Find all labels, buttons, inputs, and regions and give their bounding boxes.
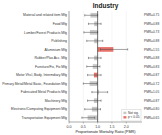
grid-line	[97, 11, 98, 122]
x-axis	[69, 122, 142, 123]
tick-label: 1.5	[109, 125, 114, 129]
data-label: PMR=0.65	[144, 116, 159, 120]
grid-line	[126, 11, 127, 122]
category-label: Transportation Equipment Mfg	[22, 116, 68, 120]
chart: Material and related item Mfg Food Mfg Lum…	[0, 0, 162, 135]
category-label: Motor Vhcl, Body, Intermdiary Mfg	[16, 73, 67, 77]
error-bar	[100, 48, 127, 50]
grid	[69, 11, 126, 122]
y-axis	[69, 11, 70, 122]
legend-swatch	[123, 116, 126, 118]
data-label: PMR=0.87	[144, 99, 159, 103]
tick-mark	[69, 122, 70, 124]
legend-swatch	[123, 112, 126, 114]
legend: Not sig.p < 0.05	[122, 109, 141, 121]
data-label: PMR=0.87	[144, 73, 159, 77]
category-label: Machinery Mfg	[45, 99, 67, 103]
category-label: Primary Metal/Metal Basic, Foundation Mf…	[2, 82, 67, 86]
category-label: Publishing	[51, 39, 67, 43]
data-label: PMR=0.73	[144, 30, 159, 34]
error-bar	[87, 40, 103, 42]
error-bar	[84, 31, 98, 33]
grid-line	[69, 11, 70, 122]
title: Industry	[93, 2, 119, 10]
data-label: PMR=0.72	[144, 82, 159, 86]
data-label: PMR=0.88	[144, 22, 159, 26]
reference-line	[97, 11, 98, 122]
tick-mark	[126, 122, 127, 124]
category-label: Fabricated Metal Products Mfg	[21, 90, 67, 94]
category-label: Aluminium Mfg	[45, 48, 68, 52]
tick-mark	[111, 122, 112, 124]
data-label: PMR=1.55	[144, 48, 159, 52]
legend-label: p < 0.05	[128, 115, 140, 119]
data-label: PMR=0.83	[144, 65, 159, 69]
category-label: Material and related item Mfg	[23, 13, 67, 17]
tick-mark	[97, 122, 98, 124]
tick-label: 1.0	[95, 125, 100, 129]
data-label: PMR=0.88	[144, 56, 159, 60]
marks	[82, 11, 128, 122]
legend-frame	[122, 109, 141, 121]
legend-label: Not sig.	[128, 111, 139, 115]
error-bar	[88, 23, 101, 25]
error-bar	[88, 100, 101, 102]
error-bar	[88, 74, 101, 76]
tick-label: 0.0	[67, 125, 72, 129]
error-bar	[88, 57, 101, 59]
category-label: Lumber/Forest Products Mfg	[24, 31, 67, 35]
error-bar	[82, 117, 95, 119]
data-label: PMR=1.05	[144, 90, 159, 94]
data-label: PMR=0.75	[144, 13, 159, 17]
error-bar	[85, 108, 101, 110]
x-label: Proportionate Mortality Ratio (PMR)	[75, 130, 136, 134]
data-label: PMR=0.80	[144, 107, 159, 111]
category-label: Rubber/Plas Acc. Mfg	[34, 56, 67, 60]
tick-label: 0.5	[81, 125, 86, 129]
grid-line	[83, 11, 84, 122]
category-label: Furniture/Fix, Fix Mfg	[35, 65, 67, 69]
error-bar	[83, 82, 97, 84]
category-label: Food Mfg	[53, 22, 67, 26]
error-bar	[92, 91, 108, 93]
grid-line	[111, 11, 112, 122]
tick-label: 2.0	[124, 125, 129, 129]
error-bar	[85, 14, 98, 16]
tick-mark	[83, 122, 84, 124]
data-label: PMR=0.88	[144, 39, 159, 43]
category-label: Electronic/Computing Equipment Mfg	[11, 107, 67, 111]
